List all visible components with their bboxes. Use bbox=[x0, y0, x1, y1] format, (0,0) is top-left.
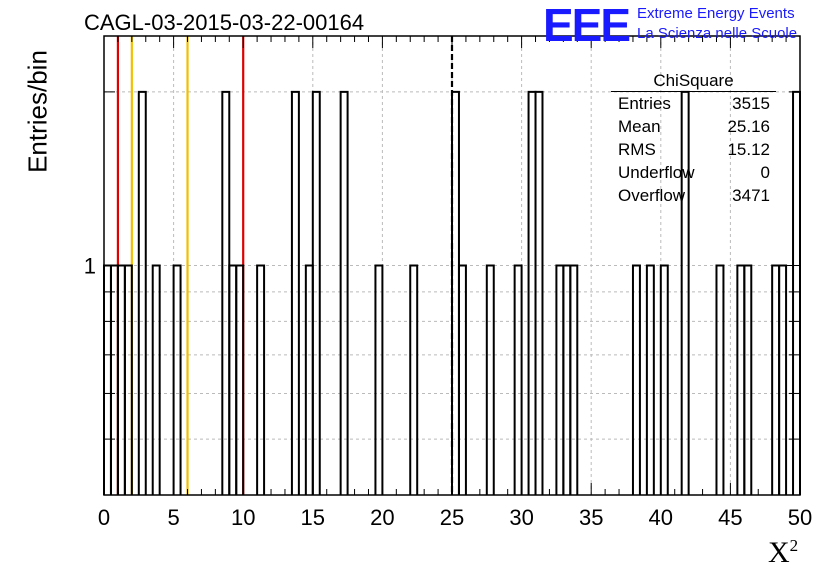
x-tick-label: 20 bbox=[370, 505, 394, 530]
histogram-bar bbox=[123, 264, 133, 495]
histogram-bar bbox=[151, 264, 161, 495]
histogram-bar bbox=[659, 264, 669, 495]
histogram-bar bbox=[534, 90, 544, 495]
histogram-bar bbox=[172, 264, 182, 495]
histogram-bar bbox=[228, 264, 238, 495]
histogram-bar bbox=[631, 264, 641, 495]
histogram-bar bbox=[736, 264, 746, 495]
stats-value: 15.12 bbox=[727, 140, 770, 159]
histogram-bar bbox=[715, 264, 725, 495]
stats-label: Entries bbox=[618, 94, 671, 113]
histogram-bar bbox=[311, 90, 321, 495]
y-tick-label: 1 bbox=[84, 254, 96, 279]
stats-value: 3471 bbox=[732, 186, 770, 205]
x-tick-label: 40 bbox=[649, 505, 673, 530]
chart-title: CAGL-03-2015-03-22-00164 bbox=[84, 10, 365, 35]
x-tick-label: 30 bbox=[509, 505, 533, 530]
x-tick-label: 45 bbox=[718, 505, 742, 530]
stats-title: ChiSquare bbox=[611, 70, 776, 92]
histogram-bar bbox=[103, 264, 112, 495]
y-axis-label: Entries/bin bbox=[22, 50, 53, 173]
histogram-bar bbox=[374, 264, 384, 495]
stats-label: Mean bbox=[618, 117, 661, 136]
stats-box: ChiSquare Entries 3515 Mean 25.16 RMS 15… bbox=[611, 70, 776, 207]
histogram-bars bbox=[103, 90, 801, 495]
histogram-bar bbox=[457, 264, 467, 495]
histogram-bar bbox=[137, 90, 147, 495]
stats-row-underflow: Underflow 0 bbox=[611, 161, 776, 184]
stats-row-entries: Entries 3515 bbox=[611, 92, 776, 115]
eee-logo: EEE bbox=[543, 0, 631, 51]
x-tick-label: 5 bbox=[167, 505, 179, 530]
histogram-bar bbox=[771, 264, 781, 495]
logo-caption: Extreme Energy Events La Scienza nelle S… bbox=[637, 4, 797, 44]
stats-row-rms: RMS 15.12 bbox=[611, 138, 776, 161]
stats-label: Underflow bbox=[618, 163, 695, 182]
x-tick-labels: 0 5 10 15 20 25 30 35 40 45 50 1 bbox=[84, 254, 812, 531]
x-axis-label-base: X bbox=[768, 536, 790, 569]
histogram-bar bbox=[339, 90, 349, 495]
histogram-bar bbox=[792, 90, 801, 495]
histogram-bar bbox=[290, 90, 300, 495]
x-tick-label: 35 bbox=[579, 505, 603, 530]
x-axis-label-superscript: 2 bbox=[789, 536, 799, 555]
x-tick-label: 10 bbox=[231, 505, 255, 530]
histogram-bar bbox=[778, 264, 788, 495]
stats-label: Overflow bbox=[618, 186, 686, 205]
histogram-bar bbox=[569, 264, 579, 495]
histogram-bar bbox=[409, 264, 419, 495]
stats-row-mean: Mean 25.16 bbox=[611, 115, 776, 138]
histogram-bar bbox=[562, 264, 572, 495]
histogram-bar bbox=[645, 264, 655, 495]
x-tick-label: 50 bbox=[788, 505, 812, 530]
stats-value: 0 bbox=[760, 163, 770, 182]
logo-line-2: La Scienza nelle Scuole bbox=[637, 25, 798, 42]
histogram-bar bbox=[555, 264, 565, 495]
histogram-bar bbox=[304, 264, 314, 495]
x-axis-label: X2 bbox=[768, 536, 798, 570]
histogram-bar bbox=[513, 264, 523, 495]
stats-value: 3515 bbox=[732, 94, 770, 113]
axis-ticks bbox=[103, 36, 801, 495]
logo-line-1: Extreme Energy Events bbox=[637, 5, 795, 22]
x-tick-label: 0 bbox=[98, 505, 110, 530]
histogram-bar bbox=[485, 264, 495, 495]
stats-row-overflow: Overflow 3471 bbox=[611, 184, 776, 207]
x-tick-label: 25 bbox=[440, 505, 464, 530]
stats-value: 25.16 bbox=[727, 117, 770, 136]
histogram-bar bbox=[256, 264, 266, 495]
histogram-bar bbox=[743, 264, 753, 495]
histogram-bar bbox=[235, 264, 245, 495]
histogram-bar bbox=[221, 90, 231, 495]
x-tick-label: 15 bbox=[301, 505, 325, 530]
stats-label: RMS bbox=[618, 140, 656, 159]
histogram-bar bbox=[527, 90, 537, 495]
